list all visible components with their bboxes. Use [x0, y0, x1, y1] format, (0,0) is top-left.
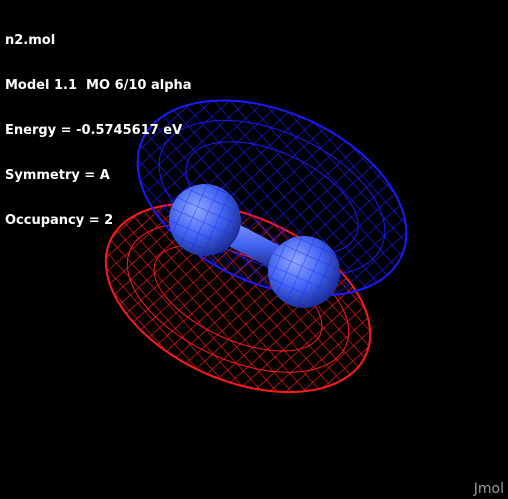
- energy-label: Energy = -0.5745617 eV: [5, 123, 183, 138]
- orbital-info-panel: n2.mol Model 1.1 MO 6/10 alpha Energy = …: [5, 3, 192, 258]
- symmetry-label: Symmetry = A: [5, 168, 110, 183]
- jmol-watermark: Jmol: [473, 481, 504, 497]
- occupancy-label: Occupancy = 2: [5, 213, 114, 228]
- model-label: Model 1.1 MO 6/10 alpha: [5, 78, 192, 93]
- nitrogen-molecule-model[interactable]: [169, 184, 340, 308]
- file-name: n2.mol: [5, 33, 56, 48]
